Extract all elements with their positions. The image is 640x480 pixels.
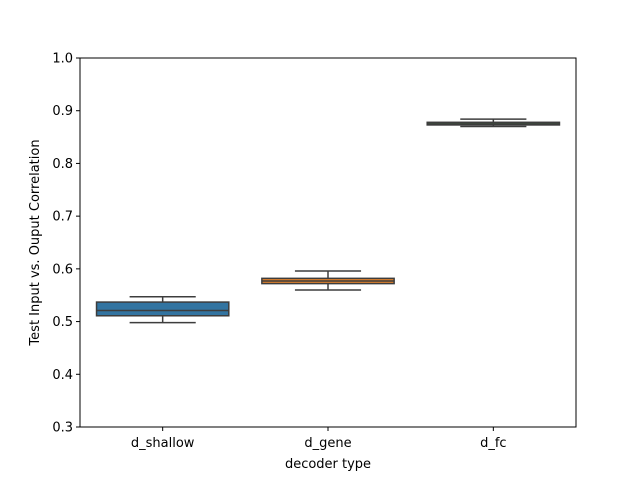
y-tick-label: 0.3 — [52, 421, 73, 436]
y-tick-label: 0.7 — [52, 210, 73, 225]
y-axis: 0.3 0.4 0.5 0.6 0.7 0.8 0.9 1.0 — [52, 52, 80, 436]
y-tick-label: 0.4 — [52, 368, 73, 383]
box-d_fc — [426, 118, 561, 128]
y-tick-label: 0.5 — [52, 315, 73, 330]
y-tick-label: 0.8 — [52, 157, 73, 172]
x-axis: d_shallow d_gene d_fc — [131, 427, 507, 451]
x-axis-label: decoder type — [285, 457, 371, 472]
y-axis-label: Test Input vs. Ouput Correlation — [28, 139, 43, 346]
plot-frame — [79, 57, 577, 428]
y-tick-label: 1.0 — [52, 52, 73, 67]
box-d_gene — [261, 270, 395, 291]
y-tick-label: 0.9 — [52, 104, 73, 119]
box-body — [95, 301, 230, 317]
box-group — [95, 118, 561, 324]
x-tick-label: d_fc — [480, 436, 506, 451]
x-tick-label: d_shallow — [131, 436, 195, 451]
box-d_shallow — [95, 296, 230, 324]
x-tick-label: d_gene — [304, 436, 351, 451]
y-tick-label: 0.6 — [52, 262, 73, 277]
